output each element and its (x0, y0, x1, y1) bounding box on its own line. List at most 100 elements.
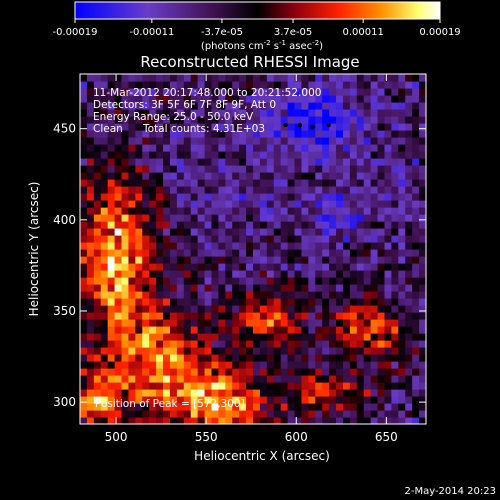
heatmap-cell (149, 200, 157, 208)
heatmap-cell (121, 172, 130, 180)
heatmap-cell (169, 144, 178, 152)
heatmap-cell (218, 242, 226, 250)
heatmap-cell (204, 88, 213, 96)
heatmap-cell (135, 284, 143, 292)
heatmap-cell (169, 158, 178, 166)
heatmap-cell (336, 319, 344, 327)
heatmap-cell (163, 193, 171, 201)
heatmap-cell (294, 263, 303, 271)
heatmap-cell (169, 291, 178, 299)
heatmap-cell (280, 165, 289, 173)
heatmap-cell (149, 74, 157, 82)
heatmap-cell (176, 130, 185, 138)
heatmap-cell (419, 277, 426, 285)
heatmap-cell (342, 361, 351, 369)
heatmap-cell (176, 207, 185, 215)
heatmap-cell (156, 186, 164, 194)
heatmap-cell (287, 123, 296, 131)
heatmap-cell (363, 123, 372, 131)
heatmap-cell (419, 74, 426, 75)
heatmap-cell (342, 158, 351, 166)
heatmap-cell (190, 319, 199, 327)
heatmap-cell (308, 389, 316, 397)
heatmap-cell (391, 354, 399, 362)
heatmap-cell (398, 382, 406, 390)
heatmap-cell (142, 375, 150, 383)
heatmap-cell (211, 396, 219, 404)
heatmap-cell (232, 340, 240, 348)
heatmap-cell (93, 179, 102, 187)
heatmap-cell (128, 151, 136, 159)
heatmap-cell (225, 228, 233, 236)
heatmap-cell (419, 298, 426, 306)
heatmap-cell (183, 333, 192, 341)
heatmap-cell (391, 403, 399, 411)
heatmap-cell (315, 193, 323, 201)
heatmap-cell (405, 326, 413, 334)
heatmap-cell (142, 270, 150, 278)
heatmap-cell (308, 291, 316, 299)
heatmap-cell (336, 137, 344, 145)
heatmap-cell (93, 249, 102, 257)
heatmap-cell (114, 284, 123, 292)
heatmap-cell (211, 102, 219, 110)
heatmap-cell (93, 151, 102, 159)
heatmap-cell (266, 88, 275, 96)
y-tick-label: 350 (53, 304, 76, 318)
heatmap-cell (322, 410, 330, 418)
heatmap-cell (80, 193, 88, 201)
heatmap-cell (398, 284, 406, 292)
heatmap-cell (349, 270, 358, 278)
heatmap-cell (135, 179, 143, 187)
heatmap-cell (190, 207, 199, 215)
heatmap-cell (218, 88, 226, 96)
heatmap-cell (142, 354, 150, 362)
heatmap-cell (197, 165, 206, 173)
heatmap-cell (412, 340, 420, 348)
heatmap-cell (253, 375, 261, 383)
heatmap-cell (190, 396, 199, 404)
heatmap-cell (183, 361, 192, 369)
heatmap-cell (356, 179, 365, 187)
heatmap-cell (246, 193, 254, 201)
heatmap-cell (391, 193, 399, 201)
heatmap-cell (232, 74, 240, 82)
heatmap-cell (280, 235, 289, 243)
heatmap-cell (239, 417, 247, 424)
heatmap-cell (384, 88, 392, 96)
heatmap-cell (197, 270, 206, 278)
heatmap-cell (190, 186, 199, 194)
heatmap-cell (86, 326, 95, 334)
heatmap-cell (142, 312, 150, 320)
heatmap-cell (370, 144, 379, 152)
heatmap-cell (253, 263, 261, 271)
heatmap-cell (315, 333, 323, 341)
heatmap-cell (107, 382, 116, 390)
heatmap-cell (107, 242, 116, 250)
heatmap-cell (128, 354, 136, 362)
heatmap-cell (197, 109, 206, 117)
heatmap-cell (86, 165, 95, 173)
heatmap-cell (384, 347, 392, 355)
heatmap-cell (253, 354, 261, 362)
heatmap-cell (225, 277, 233, 285)
heatmap-cell (80, 228, 88, 236)
heatmap-cell (322, 361, 330, 369)
heatmap-cell (336, 242, 344, 250)
heatmap-cell (100, 130, 109, 138)
heatmap-cell (398, 291, 406, 299)
heatmap-cell (80, 298, 88, 306)
heatmap-cell (336, 333, 344, 341)
heatmap-cell (142, 158, 150, 166)
heatmap-cell (419, 340, 426, 348)
heatmap-cell (259, 81, 268, 89)
heatmap-cell (329, 116, 337, 124)
heatmap-cell (142, 228, 150, 236)
heatmap-cell (370, 172, 379, 180)
y-tick-label: 450 (53, 122, 76, 136)
heatmap-cell (363, 207, 372, 215)
heatmap-cell (329, 375, 337, 383)
heatmap-cell (336, 221, 344, 229)
heatmap-cell (412, 333, 420, 341)
heatmap-cell (308, 95, 316, 103)
